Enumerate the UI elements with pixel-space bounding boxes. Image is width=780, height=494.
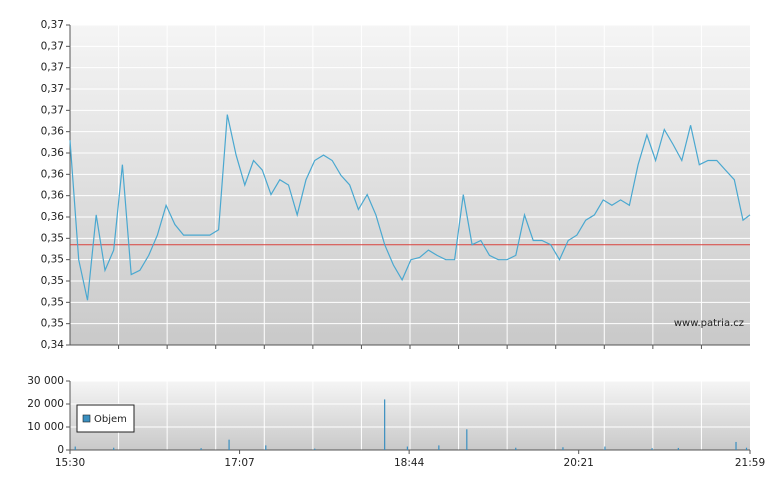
x-tick-label: 20:21 bbox=[564, 457, 594, 469]
volume-bar bbox=[745, 447, 748, 450]
y-tick-label: 0,37 bbox=[41, 83, 64, 95]
y-tick-label: 0,37 bbox=[41, 104, 64, 116]
volume-bar bbox=[314, 448, 316, 450]
volume-bar bbox=[228, 439, 230, 450]
volume-bar bbox=[200, 448, 202, 450]
y-tick-label: 0,36 bbox=[41, 211, 65, 223]
y-tick-label: 0,35 bbox=[41, 318, 64, 330]
volume-bar bbox=[604, 446, 606, 450]
y-tick-label: 0,35 bbox=[41, 254, 64, 266]
y-tick-label: 0,36 bbox=[41, 147, 65, 159]
y-tick-label: 20 000 bbox=[27, 398, 64, 410]
volume-bar bbox=[562, 447, 564, 450]
y-tick-label: 0,37 bbox=[41, 19, 64, 31]
price-line bbox=[69, 114, 751, 301]
volume-bar bbox=[677, 447, 679, 450]
y-tick-label: 0,34 bbox=[41, 339, 65, 351]
y-tick-label: 0,36 bbox=[41, 126, 65, 138]
y-tick-label: 0,35 bbox=[41, 296, 64, 308]
y-tick-label: 30 000 bbox=[27, 375, 64, 387]
y-tick-label: 0,37 bbox=[41, 40, 64, 52]
y-tick-label: 10 000 bbox=[27, 421, 64, 433]
x-tick-label: 17:07 bbox=[224, 457, 254, 469]
volume-bar bbox=[651, 448, 653, 450]
x-tick-label: 21:59 bbox=[735, 457, 765, 469]
volume-bar bbox=[406, 446, 408, 450]
y-tick-label: 0,36 bbox=[41, 168, 65, 180]
volume-bar bbox=[466, 429, 468, 450]
volume-bar bbox=[515, 447, 517, 450]
y-tick-label: 0,35 bbox=[41, 232, 64, 244]
volume-bar bbox=[74, 446, 76, 450]
y-tick-label: 0,35 bbox=[41, 275, 64, 287]
volume-bar bbox=[384, 399, 386, 450]
y-tick-label: 0,36 bbox=[41, 190, 65, 202]
volume-bar bbox=[265, 445, 267, 450]
volume-bar bbox=[438, 445, 440, 450]
x-tick-label: 18:44 bbox=[394, 457, 425, 469]
legend-label: Objem bbox=[94, 414, 127, 425]
x-tick-label: 15:30 bbox=[55, 457, 85, 469]
volume-bar bbox=[113, 447, 115, 450]
y-tick-label: 0 bbox=[57, 444, 64, 456]
legend-swatch bbox=[82, 414, 91, 423]
y-tick-label: 0,37 bbox=[41, 62, 64, 74]
volume-bar bbox=[735, 441, 737, 450]
watermark: www.patria.cz bbox=[674, 318, 744, 329]
